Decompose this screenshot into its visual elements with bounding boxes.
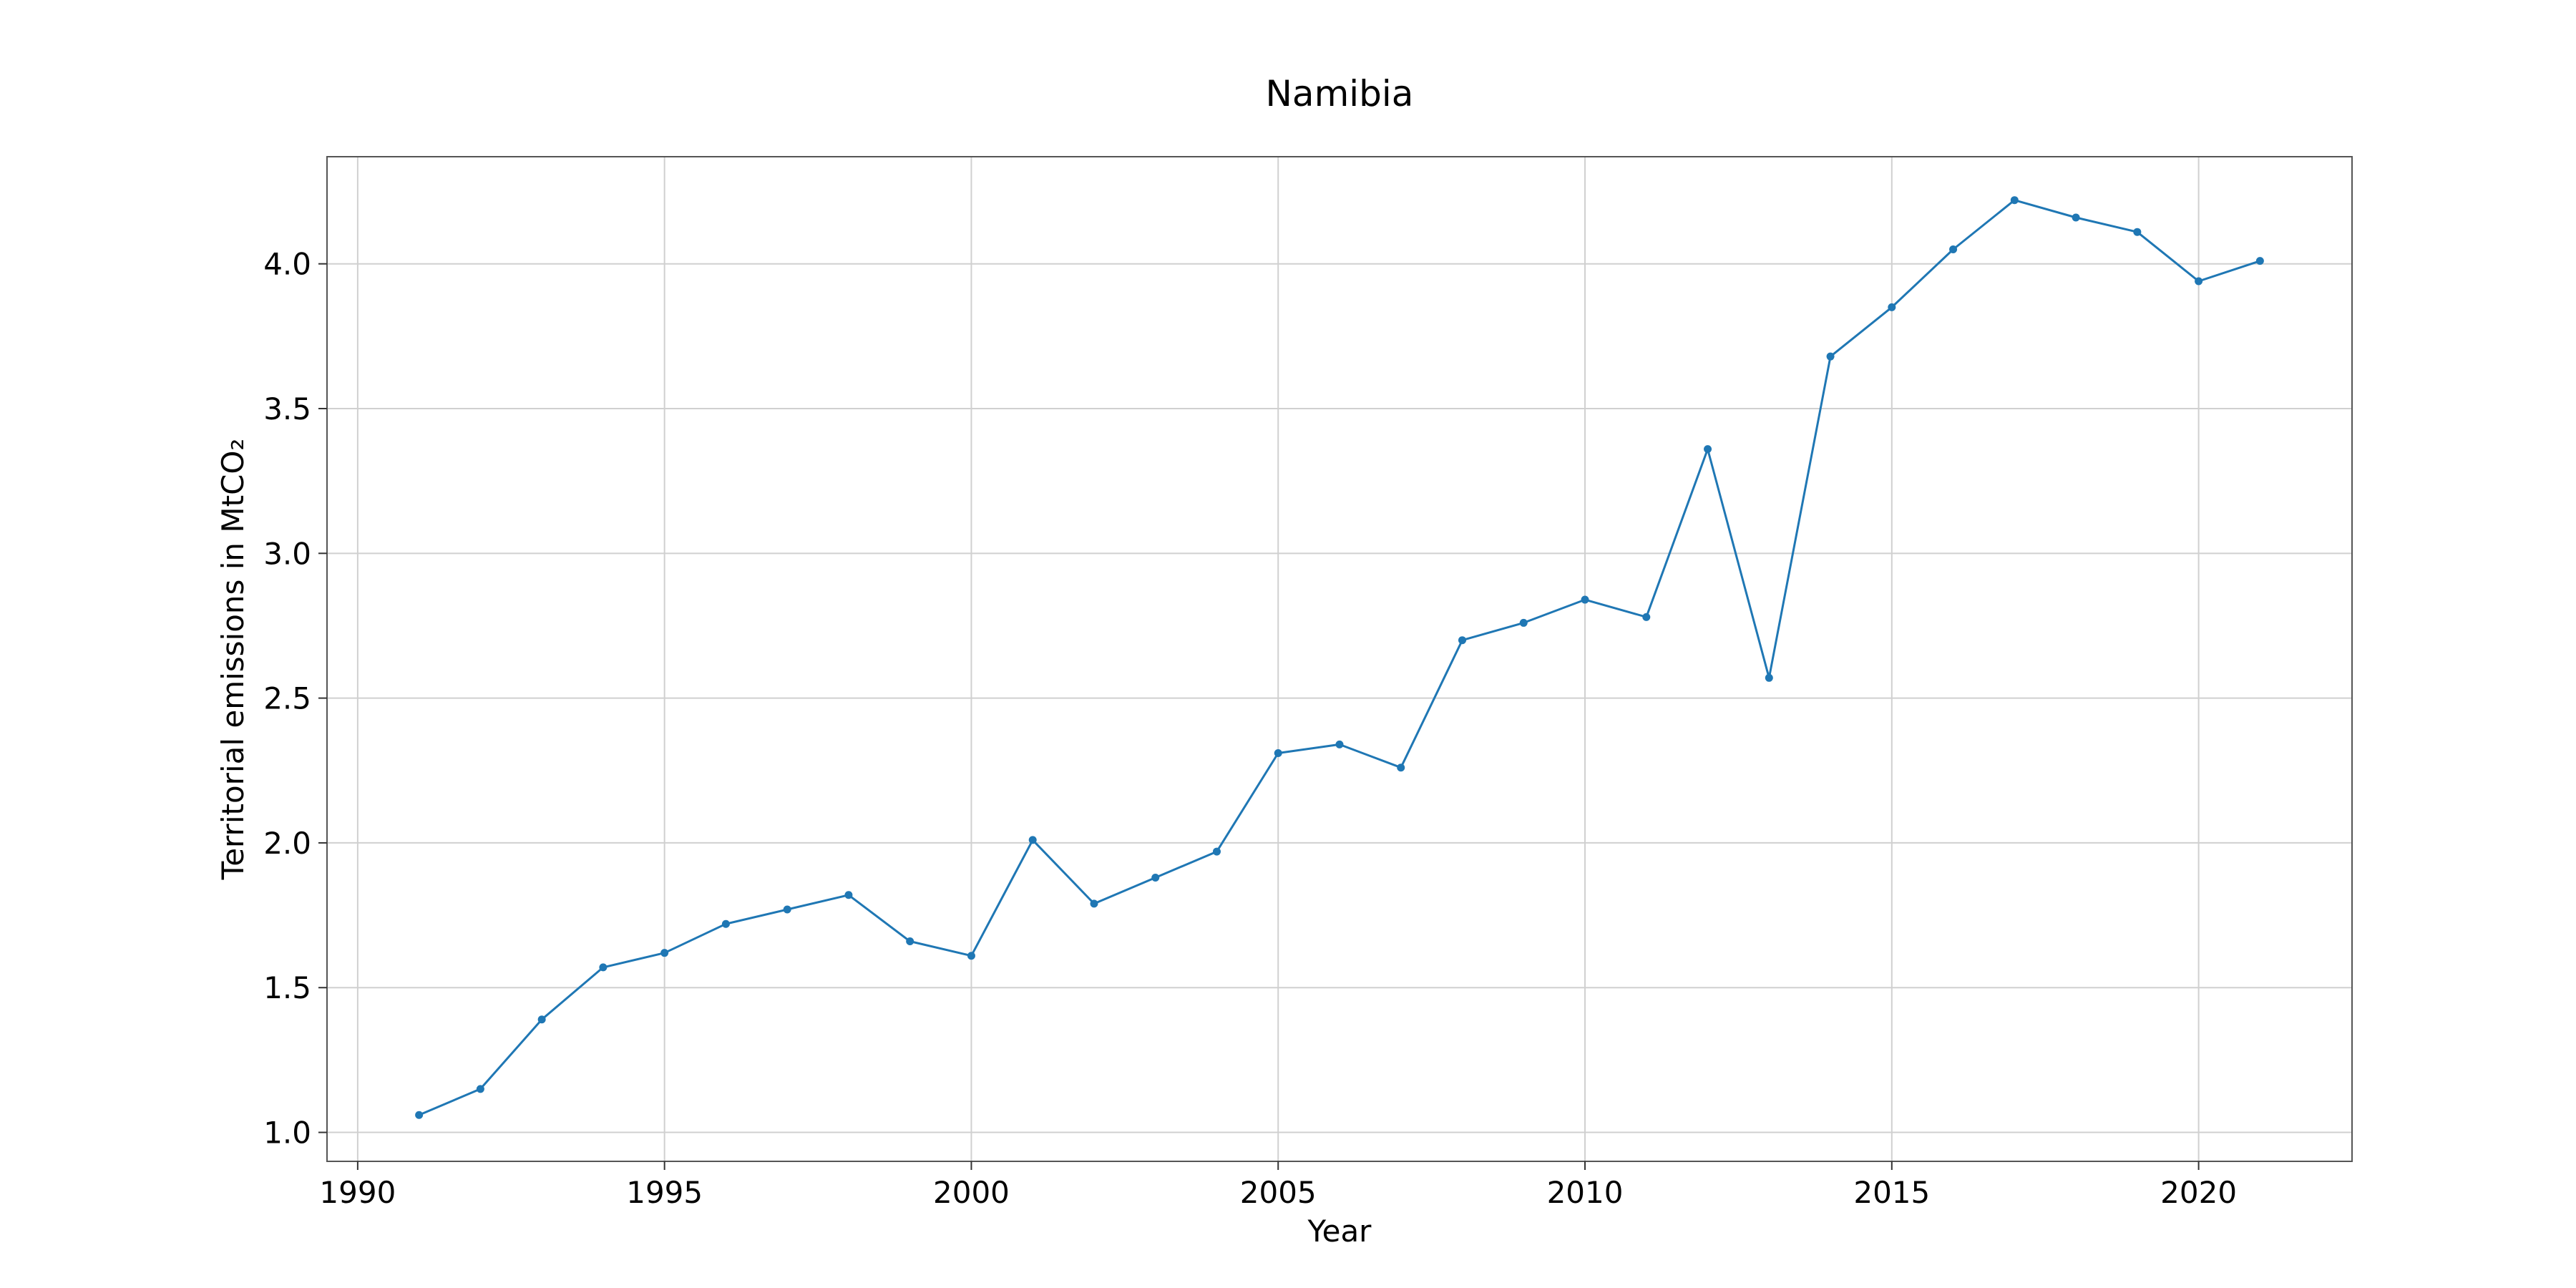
x-tick-label: 2020 — [2160, 1175, 2237, 1210]
data-point — [2255, 257, 2264, 265]
y-tick-label: 1.5 — [263, 970, 311, 1005]
data-point — [2133, 228, 2142, 236]
x-tick-label: 1995 — [626, 1175, 703, 1210]
y-axis-ticks: 1.0 1.5 2.0 2.5 3.0 3.5 4.0 — [263, 247, 327, 1151]
y-tick-label: 2.5 — [263, 681, 311, 716]
data-point — [1090, 899, 1098, 908]
data-point — [721, 919, 730, 928]
data-point — [844, 891, 853, 899]
data-point — [1826, 352, 1835, 361]
plot-frame — [326, 156, 2353, 1162]
y-axis-title: Territorial emissions in MtCO₂ — [215, 439, 250, 881]
x-tick-label: 2015 — [1853, 1175, 1930, 1210]
data-point — [1949, 245, 1958, 253]
x-axis-ticks: 1990 1995 2000 2005 2010 2015 2020 — [319, 1161, 2237, 1210]
data-point — [1458, 636, 1467, 645]
data-point — [2010, 196, 2019, 205]
y-tick-label: 2.0 — [263, 826, 311, 861]
data-point — [476, 1085, 484, 1093]
y-tick-label: 3.0 — [263, 536, 311, 571]
data-point — [1335, 740, 1344, 748]
data-point — [2195, 277, 2203, 286]
data-point — [1704, 445, 1712, 454]
data-point — [1151, 873, 1160, 882]
data-point — [783, 905, 791, 914]
data-point — [1028, 836, 1037, 844]
data-point — [1888, 303, 1896, 311]
y-tick-label: 4.0 — [263, 247, 311, 282]
data-point — [906, 937, 914, 945]
data-point — [660, 949, 669, 957]
data-point — [2072, 213, 2080, 222]
chart-title: Namibia — [1266, 73, 1414, 114]
x-tick-label: 1990 — [319, 1175, 396, 1210]
data-point — [1397, 763, 1405, 772]
data-point — [1212, 847, 1221, 856]
x-axis-title: Year — [1307, 1214, 1372, 1249]
y-tick-label: 3.5 — [263, 391, 311, 426]
data-point — [1642, 613, 1651, 621]
x-tick-label: 2000 — [933, 1175, 1010, 1210]
y-tick-label: 1.0 — [263, 1116, 311, 1151]
data-point — [967, 952, 975, 960]
data-point — [1519, 618, 1528, 627]
series — [415, 196, 2264, 1119]
grid — [327, 157, 2352, 1161]
data-point — [599, 963, 608, 972]
data-point — [1581, 595, 1589, 604]
data-point — [415, 1111, 424, 1119]
data-point — [1274, 748, 1282, 757]
data-point — [1765, 673, 1773, 682]
x-tick-label: 2010 — [1547, 1175, 1624, 1210]
series-line — [419, 199, 2260, 1116]
x-tick-label: 2005 — [1240, 1175, 1317, 1210]
data-point — [537, 1015, 546, 1024]
